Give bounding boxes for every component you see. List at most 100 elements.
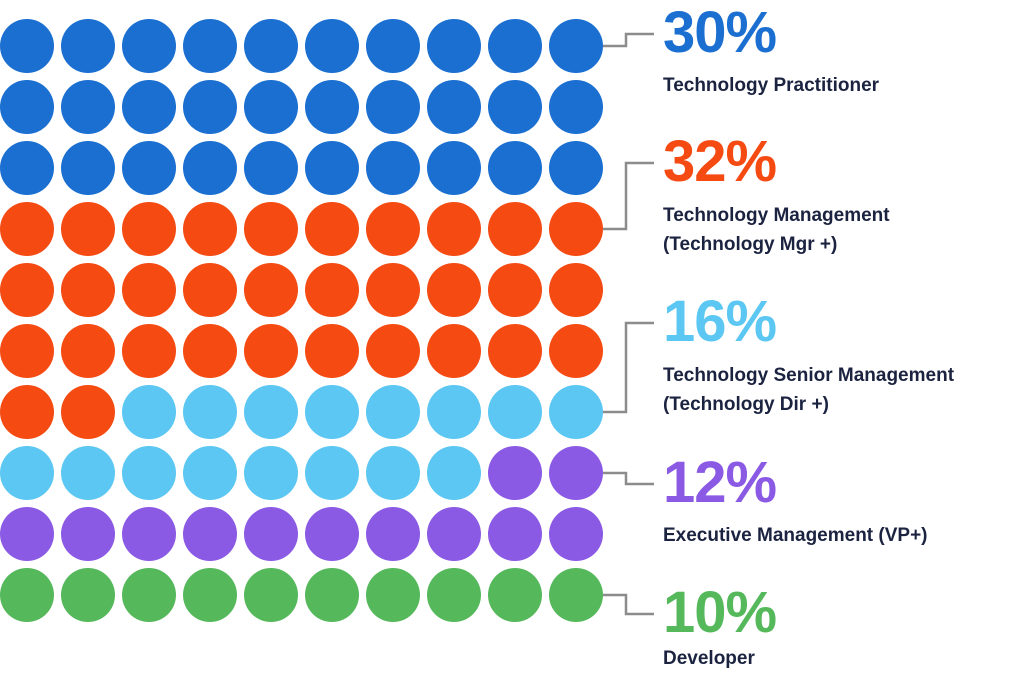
waffle-dot-technology-practitioner (549, 80, 603, 134)
waffle-dot-technology-management (549, 202, 603, 256)
waffle-dot-technology-practitioner (427, 19, 481, 73)
waffle-dot-technology-practitioner (366, 19, 420, 73)
waffle-dot-developer (122, 568, 176, 622)
waffle-dot-developer (244, 568, 298, 622)
waffle-dot-executive-management (366, 507, 420, 561)
waffle-dot-technology-practitioner (549, 141, 603, 195)
waffle-dot-technology-practitioner (427, 80, 481, 134)
waffle-dot-developer (183, 568, 237, 622)
waffle-dot-technology-senior-management (244, 446, 298, 500)
waffle-dot-developer (0, 568, 54, 622)
waffle-dot-developer (366, 568, 420, 622)
waffle-dot-technology-practitioner (183, 80, 237, 134)
waffle-dot-technology-practitioner (488, 80, 542, 134)
waffle-dot-technology-practitioner (244, 19, 298, 73)
waffle-dot-technology-practitioner (488, 19, 542, 73)
waffle-dot-technology-senior-management (366, 446, 420, 500)
percent-label-technology-practitioner: 30% (663, 0, 777, 65)
connector-technology-management (603, 161, 654, 231)
waffle-dot-technology-senior-management (305, 385, 359, 439)
waffle-dot-technology-management (61, 324, 115, 378)
category-label-technology-management: Technology Management (Technology Mgr +) (663, 205, 890, 255)
waffle-dot-technology-management (488, 324, 542, 378)
waffle-dot-technology-practitioner (183, 141, 237, 195)
waffle-dot-technology-management (305, 202, 359, 256)
waffle-dot-technology-senior-management (183, 446, 237, 500)
waffle-dot-technology-senior-management (122, 385, 176, 439)
waffle-dot-technology-practitioner (244, 80, 298, 134)
waffle-dot-technology-senior-management (488, 385, 542, 439)
connector-technology-senior-management (603, 321, 654, 414)
waffle-dot-technology-senior-management (305, 446, 359, 500)
waffle-dot-technology-management (488, 202, 542, 256)
waffle-dot-technology-practitioner (61, 141, 115, 195)
percent-label-developer: 10% (663, 580, 777, 645)
waffle-dot-technology-management (183, 263, 237, 317)
waffle-dot-technology-practitioner (305, 141, 359, 195)
waffle-dot-executive-management (61, 507, 115, 561)
waffle-dot-technology-practitioner (122, 80, 176, 134)
waffle-dot-technology-senior-management (0, 446, 54, 500)
category-developer: 10% Developer (663, 584, 1023, 673)
waffle-dot-technology-practitioner (61, 80, 115, 134)
waffle-dot-technology-management (122, 324, 176, 378)
waffle-dot-executive-management (488, 446, 542, 500)
waffle-dot-technology-senior-management (427, 446, 481, 500)
waffle-dot-executive-management (183, 507, 237, 561)
waffle-dot-executive-management (305, 507, 359, 561)
waffle-dot-executive-management (488, 507, 542, 561)
waffle-dot-developer (549, 568, 603, 622)
waffle-dot-technology-management (122, 263, 176, 317)
waffle-dot-technology-practitioner (61, 19, 115, 73)
waffle-dot-executive-management (244, 507, 298, 561)
waffle-dot-technology-management (244, 263, 298, 317)
waffle-dot-executive-management (549, 507, 603, 561)
waffle-dot-technology-senior-management (427, 385, 481, 439)
waffle-dot-executive-management (549, 446, 603, 500)
waffle-dot-technology-practitioner (122, 19, 176, 73)
waffle-dot-technology-management (0, 324, 54, 378)
waffle-dot-technology-senior-management (366, 385, 420, 439)
waffle-dot-technology-senior-management (244, 385, 298, 439)
waffle-dot-developer (61, 568, 115, 622)
waffle-dot-technology-management (488, 263, 542, 317)
waffle-dot-technology-management (427, 324, 481, 378)
waffle-dot-technology-senior-management (183, 385, 237, 439)
percent-label-technology-management: 32% (663, 129, 777, 194)
waffle-dot-executive-management (427, 507, 481, 561)
waffle-dot-technology-practitioner (305, 80, 359, 134)
connector-developer (603, 593, 654, 616)
waffle-dot-technology-management (61, 263, 115, 317)
category-executive-management: 12% Executive Management (VP+) (663, 454, 1023, 550)
waffle-dot-developer (427, 568, 481, 622)
waffle-dot-technology-practitioner (244, 141, 298, 195)
waffle-dot-technology-management (183, 324, 237, 378)
waffle-dot-developer (305, 568, 359, 622)
category-technology-management: 32% Technology Management (Technology Mg… (663, 133, 1023, 259)
waffle-dot-technology-management (427, 263, 481, 317)
waffle-dot-technology-senior-management (61, 446, 115, 500)
category-label-technology-practitioner: Technology Practitioner (663, 75, 880, 96)
category-technology-practitioner: 30% Technology Practitioner (663, 4, 1023, 100)
waffle-dot-technology-management (305, 324, 359, 378)
waffle-dot-technology-management (305, 263, 359, 317)
category-technology-senior-management: 16% Technology Senior Management (Techno… (663, 293, 1023, 419)
waffle-dot-technology-practitioner (427, 141, 481, 195)
waffle-dot-technology-practitioner (366, 80, 420, 134)
waffle-dot-technology-management (427, 202, 481, 256)
waffle-dot-technology-management (0, 385, 54, 439)
category-label-developer: Developer (663, 648, 755, 669)
waffle-dot-technology-management (549, 263, 603, 317)
waffle-dot-technology-management (366, 324, 420, 378)
waffle-dot-executive-management (0, 507, 54, 561)
waffle-dot-technology-practitioner (183, 19, 237, 73)
waffle-dot-technology-senior-management (549, 385, 603, 439)
waffle-dot-technology-practitioner (366, 141, 420, 195)
waffle-dot-technology-management (366, 202, 420, 256)
waffle-dot-technology-senior-management (122, 446, 176, 500)
waffle-dot-technology-practitioner (0, 19, 54, 73)
waffle-dot-executive-management (122, 507, 176, 561)
waffle-dot-technology-management (122, 202, 176, 256)
waffle-dot-technology-management (61, 385, 115, 439)
